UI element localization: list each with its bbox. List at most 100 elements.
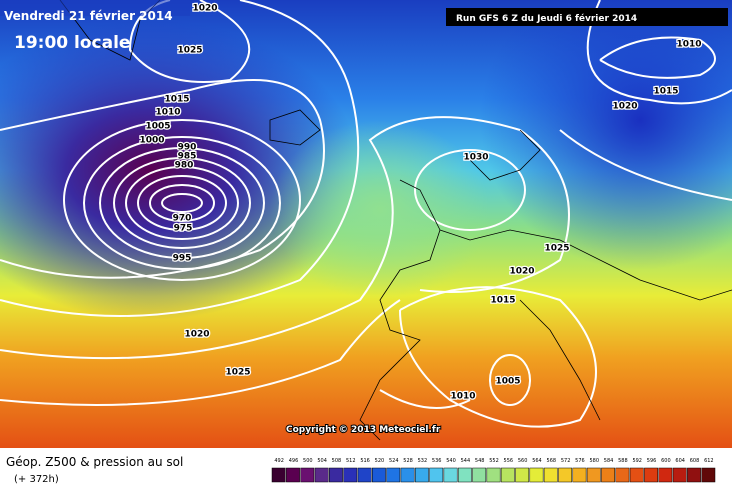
coastlines xyxy=(59,0,732,441)
isobar-label: 990 xyxy=(178,143,197,153)
legend-swatch xyxy=(457,467,472,483)
run-info: Run GFS 6 Z du Jeudi 6 février 2014 xyxy=(456,13,637,24)
legend-swatch xyxy=(343,467,358,483)
isobar-label: 1030 xyxy=(463,153,488,163)
legend-swatch xyxy=(329,467,343,483)
legend-swatch xyxy=(601,467,615,483)
legend-swatch xyxy=(529,467,544,483)
legend-label: 556 xyxy=(504,458,514,464)
legend-label: 584 xyxy=(604,458,614,464)
legend-label: 568 xyxy=(547,458,557,464)
legend-swatch xyxy=(558,467,573,483)
legend-label: 536 xyxy=(432,458,442,464)
legend-swatch xyxy=(271,467,286,483)
legend-label: 528 xyxy=(403,458,413,464)
isobar-label: 1020 xyxy=(612,102,637,112)
legend-label: 560 xyxy=(518,458,528,464)
isobar-label: 1010 xyxy=(676,40,701,50)
legend-label: 524 xyxy=(389,458,399,464)
legend-swatch xyxy=(672,467,687,483)
legend-label: 520 xyxy=(375,458,385,464)
isobar-label: 1020 xyxy=(184,330,209,340)
legend-label: 612 xyxy=(704,458,714,464)
isobar-label: 1015 xyxy=(164,95,189,105)
legend-label: 564 xyxy=(532,458,542,464)
legend-swatch xyxy=(500,467,515,483)
forecast-lead: (+ 372h) xyxy=(14,474,59,485)
isobar-label: 970 xyxy=(173,214,192,224)
isobar-label: 1020 xyxy=(192,4,217,14)
run-box xyxy=(446,8,728,26)
legend-swatch xyxy=(615,467,630,483)
footer-title: Géop. Z500 & pression au sol xyxy=(6,455,183,469)
legend-swatch xyxy=(443,467,458,483)
legend-label: 500 xyxy=(303,458,313,464)
legend-swatch xyxy=(486,467,501,483)
date-box xyxy=(0,0,190,16)
isobar-label: 1015 xyxy=(490,296,515,306)
legend-swatch xyxy=(472,467,487,483)
legend-swatch xyxy=(300,467,315,483)
legend-swatch xyxy=(644,467,658,483)
legend-swatch xyxy=(286,467,300,483)
isobar-label: 1010 xyxy=(155,108,180,118)
legend-swatch xyxy=(515,467,530,483)
legend-label: 504 xyxy=(317,458,327,464)
isobar-label: 1005 xyxy=(145,122,170,132)
low-field xyxy=(0,20,360,320)
legend-swatch xyxy=(357,467,372,483)
isobars xyxy=(0,0,732,427)
legend-swatch xyxy=(687,467,701,483)
legend-label: 516 xyxy=(360,458,370,464)
legend-label: 604 xyxy=(675,458,685,464)
legend-label: 496 xyxy=(289,458,299,464)
legend-label: 596 xyxy=(647,458,657,464)
high-field xyxy=(480,0,732,270)
isobar-label: 1005 xyxy=(495,377,520,387)
legend-label: 580 xyxy=(589,458,599,464)
legend-label: 544 xyxy=(461,458,471,464)
legend-swatch xyxy=(701,467,716,483)
legend-label: 540 xyxy=(446,458,456,464)
legend-swatch xyxy=(572,467,587,483)
legend-label: 588 xyxy=(618,458,628,464)
legend-label: 572 xyxy=(561,458,571,464)
legend-swatch xyxy=(386,467,401,483)
legend-swatch xyxy=(586,467,601,483)
legend-label: 532 xyxy=(418,458,428,464)
legend-label: 576 xyxy=(575,458,585,464)
legend-label: 608 xyxy=(690,458,700,464)
isobar-label: 975 xyxy=(174,224,193,234)
isobar-label: 1025 xyxy=(225,368,250,378)
footer: Géop. Z500 & pression au sol (+ 372h) 49… xyxy=(6,455,716,485)
legend-swatch xyxy=(414,467,429,483)
date: Vendredi 21 février 2014 xyxy=(4,9,173,23)
legend-swatch xyxy=(372,467,386,483)
ridge-field xyxy=(270,120,490,300)
legend-swatch xyxy=(314,467,329,483)
legend-label: 600 xyxy=(661,458,671,464)
isobar-label: 1000 xyxy=(139,136,164,146)
legend-label: 552 xyxy=(489,458,499,464)
isobar-label: 1020 xyxy=(509,267,534,277)
color-legend: 492 496 500 504 508 512 516 520 524 528 532 536 540 5… xyxy=(271,458,716,483)
legend-swatch xyxy=(400,467,415,483)
local-time: 19:00 locale xyxy=(14,33,130,53)
legend-swatch xyxy=(658,467,673,483)
legend-label: 508 xyxy=(332,458,342,464)
isobar-label: 1025 xyxy=(177,46,202,56)
isobar-label: 1025 xyxy=(544,244,569,254)
copyright: Copyright © 2013 Meteociel.fr xyxy=(286,425,441,435)
isobar-label: 1015 xyxy=(653,87,678,97)
legend-label: 592 xyxy=(632,458,642,464)
isobar-label: 980 xyxy=(175,161,194,171)
legend-label: 492 xyxy=(274,458,284,464)
legend-label: 512 xyxy=(346,458,356,464)
isobar-label: 985 xyxy=(178,152,197,162)
legend-swatch xyxy=(429,467,444,483)
legend-swatch xyxy=(543,467,558,483)
isobar-label: 995 xyxy=(173,254,192,264)
isobar-label: 1010 xyxy=(450,392,475,402)
